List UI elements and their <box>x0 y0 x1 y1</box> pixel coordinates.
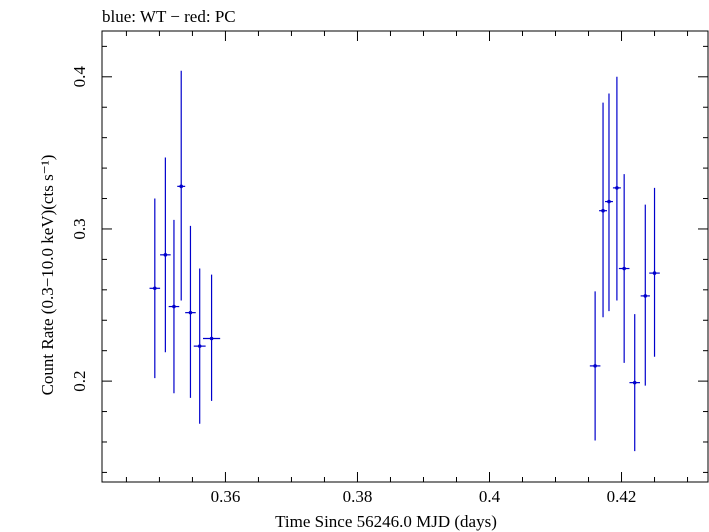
data-point <box>612 76 621 301</box>
data-point <box>177 70 186 301</box>
data-point <box>599 102 607 318</box>
data-point <box>640 204 650 386</box>
point-marker <box>163 253 168 257</box>
point-marker <box>601 208 605 213</box>
data-point <box>629 314 641 452</box>
data-point <box>149 198 161 379</box>
point-marker <box>209 336 214 341</box>
data-point <box>168 219 180 394</box>
x-tick-label: 0.42 <box>607 487 637 506</box>
point-marker <box>197 344 202 348</box>
y-tick-label: 0.2 <box>70 370 89 391</box>
data-point <box>589 291 601 441</box>
point-marker <box>593 364 597 368</box>
x-axis-label: Time Since 56246.0 MJD (days) <box>275 512 497 531</box>
y-tick-label: 0.4 <box>70 66 89 88</box>
plot-frame <box>101 30 709 483</box>
data-marks <box>149 70 660 452</box>
axis-ticks: 0.36 0.38 0.4 0.42 0.2 0.3 0.4 <box>70 31 708 506</box>
point-marker <box>153 286 157 291</box>
point-marker <box>188 310 193 315</box>
point-marker <box>172 304 176 309</box>
y-axis-label: Count Rate (0.3−10.0 keV)(cts s⁻¹) <box>38 155 57 396</box>
data-point <box>193 268 206 424</box>
point-marker <box>607 199 611 204</box>
data-point <box>160 157 171 353</box>
point-marker <box>615 186 619 190</box>
point-marker <box>643 294 648 298</box>
data-point <box>203 274 221 401</box>
data-point <box>649 187 660 357</box>
y-tick-label: 0.3 <box>70 218 89 239</box>
data-point <box>605 93 613 312</box>
point-marker <box>652 271 657 275</box>
point-marker <box>179 184 184 189</box>
point-marker <box>632 380 637 385</box>
point-marker <box>622 266 626 271</box>
x-tick-label: 0.36 <box>211 487 241 506</box>
x-tick-label: 0.38 <box>343 487 373 506</box>
data-point <box>185 225 196 398</box>
x-tick-label: 0.4 <box>479 487 501 506</box>
chart-title: blue: WT − red: PC <box>102 7 236 26</box>
data-point <box>618 174 630 363</box>
